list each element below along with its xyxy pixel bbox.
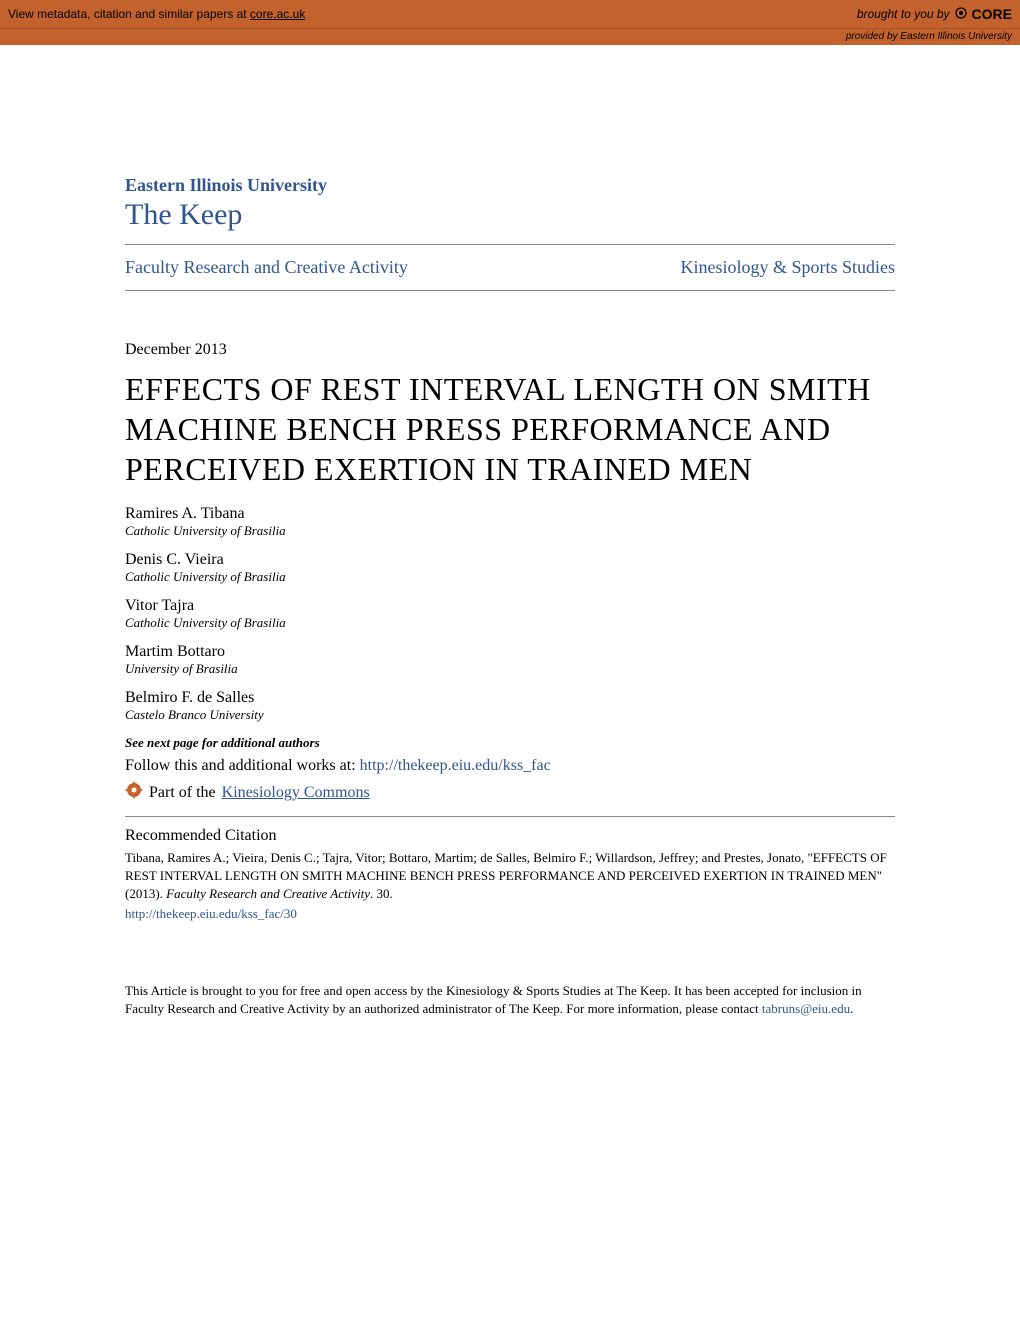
commons-link[interactable]: Kinesiology Commons: [222, 784, 370, 802]
see-next-authors: See next page for additional authors: [125, 735, 895, 751]
footer-text: This Article is brought to you for free …: [125, 983, 862, 1016]
paper-title: EFFECTS OF REST INTERVAL LENGTH ON SMITH…: [125, 369, 895, 489]
citation-text-post: . 30.: [370, 886, 393, 901]
author-affiliation: Catholic University of Brasilia: [125, 615, 895, 631]
publication-date: December 2013: [125, 341, 895, 359]
provider-banner: provided by Eastern Illinois University: [0, 28, 1020, 45]
author-block: Martim Bottaro University of Brasilia: [125, 643, 895, 677]
contact-email[interactable]: tabruns@eiu.edu: [762, 1001, 850, 1016]
author-block: Belmiro F. de Salles Castelo Branco Univ…: [125, 689, 895, 723]
follow-url[interactable]: http://thekeep.eiu.edu/kss_fac: [360, 757, 551, 774]
breadcrumb-row: Faculty Research and Creative Activity K…: [125, 245, 895, 290]
repository-name[interactable]: The Keep: [125, 198, 895, 232]
part-of-prefix: Part of the: [149, 784, 216, 802]
citation-series: Faculty Research and Creative Activity: [166, 886, 370, 901]
core-banner: View metadata, citation and similar pape…: [0, 0, 1020, 28]
author-block: Ramires A. Tibana Catholic University of…: [125, 505, 895, 539]
breadcrumb-department[interactable]: Kinesiology & Sports Studies: [680, 257, 895, 278]
author-affiliation: University of Brasilia: [125, 661, 895, 677]
author-name: Denis C. Vieira: [125, 551, 895, 569]
banner-metadata-text: View metadata, citation and similar pape…: [8, 7, 305, 21]
brought-by-text: brought to you by: [857, 7, 950, 21]
divider: [125, 290, 895, 291]
breadcrumb-collection[interactable]: Faculty Research and Creative Activity: [125, 257, 408, 278]
core-link[interactable]: core.ac.uk: [250, 7, 305, 21]
core-logo-text: CORE: [972, 6, 1012, 22]
author-block: Vitor Tajra Catholic University of Brasi…: [125, 597, 895, 631]
citation-heading: Recommended Citation: [125, 827, 895, 845]
footer-note: This Article is brought to you for free …: [125, 982, 895, 1018]
page-content: Eastern Illinois University The Keep Fac…: [0, 45, 1020, 1058]
banner-prefix: View metadata, citation and similar pape…: [8, 7, 250, 21]
university-name: Eastern Illinois University: [125, 175, 895, 196]
commons-icon: [125, 781, 143, 804]
author-name: Ramires A. Tibana: [125, 505, 895, 523]
provider-text: provided by Eastern Illinois University: [846, 31, 1012, 42]
author-name: Martim Bottaro: [125, 643, 895, 661]
follow-prefix: Follow this and additional works at:: [125, 757, 360, 774]
citation-url[interactable]: http://thekeep.eiu.edu/kss_fac/30: [125, 906, 895, 922]
part-of-line: Part of the Kinesiology Commons: [125, 781, 895, 804]
author-affiliation: Catholic University of Brasilia: [125, 523, 895, 539]
banner-attribution: brought to you by CORE: [857, 6, 1012, 23]
author-affiliation: Castelo Branco University: [125, 707, 895, 723]
citation-body: Tibana, Ramires A.; Vieira, Denis C.; Ta…: [125, 849, 895, 904]
follow-line: Follow this and additional works at: htt…: [125, 757, 895, 775]
core-icon: [954, 6, 968, 23]
author-block: Denis C. Vieira Catholic University of B…: [125, 551, 895, 585]
author-name: Belmiro F. de Salles: [125, 689, 895, 707]
footer-text-post: .: [850, 1001, 853, 1016]
divider: [125, 816, 895, 817]
author-name: Vitor Tajra: [125, 597, 895, 615]
author-affiliation: Catholic University of Brasilia: [125, 569, 895, 585]
